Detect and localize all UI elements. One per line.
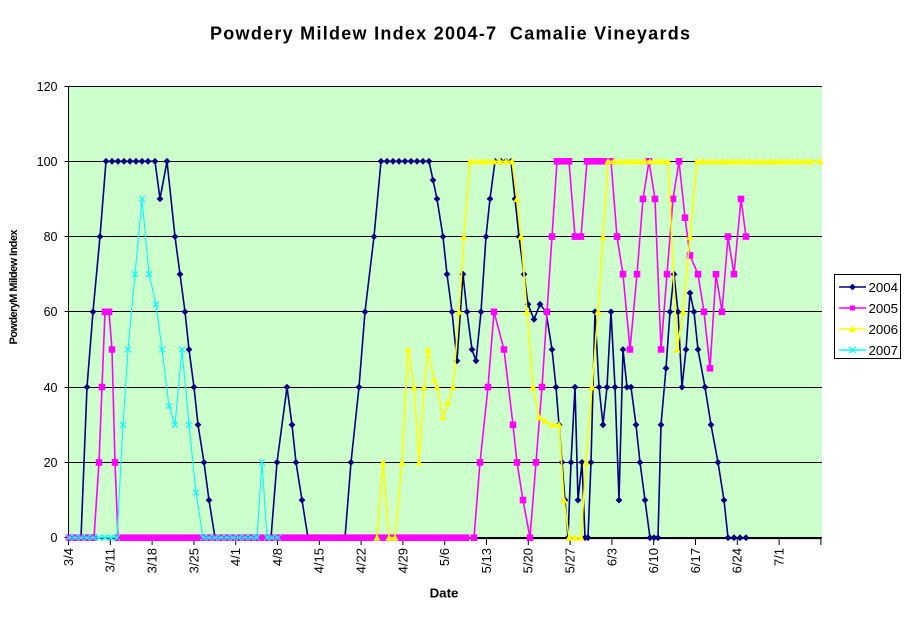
svg-text:100: 100 (37, 155, 58, 169)
svg-text:5/13: 5/13 (479, 548, 494, 573)
svg-text:6/17: 6/17 (688, 548, 703, 573)
svg-text:4/15: 4/15 (312, 548, 327, 573)
svg-text:4/1: 4/1 (228, 548, 243, 566)
svg-text:7/1: 7/1 (772, 548, 787, 566)
svg-text:6/10: 6/10 (646, 548, 661, 573)
svg-text:120: 120 (37, 80, 58, 94)
svg-text:Powdery Mildew Index 2004-7 C: Powdery Mildew Index 2004-7 Camalie Vine… (210, 24, 690, 44)
svg-text:20: 20 (44, 456, 58, 470)
svg-text:6/3: 6/3 (604, 548, 619, 566)
svg-text:3/4: 3/4 (61, 548, 76, 566)
svg-text:5/6: 5/6 (437, 548, 452, 566)
svg-text:2005: 2005 (869, 301, 899, 316)
svg-text:4/8: 4/8 (270, 548, 285, 566)
svg-text:4/22: 4/22 (354, 548, 369, 573)
svg-text:2004: 2004 (869, 280, 899, 295)
svg-text:2006: 2006 (869, 322, 899, 337)
svg-text:40: 40 (44, 381, 58, 395)
svg-text:0: 0 (51, 531, 58, 545)
svg-text:5/27: 5/27 (563, 548, 578, 573)
svg-text:6/24: 6/24 (730, 548, 745, 573)
svg-text:5/20: 5/20 (521, 548, 536, 573)
svg-text:60: 60 (44, 305, 58, 319)
svg-text:80: 80 (44, 230, 58, 244)
svg-text:3/25: 3/25 (186, 548, 201, 573)
svg-text:PowderyM Mildew Index: PowderyM Mildew Index (8, 229, 20, 345)
svg-text:3/11: 3/11 (103, 548, 118, 572)
svg-text:3/18: 3/18 (145, 548, 160, 573)
svg-text:4/29: 4/29 (395, 548, 410, 573)
svg-text:2007: 2007 (869, 343, 899, 358)
svg-text:Date: Date (430, 586, 459, 601)
